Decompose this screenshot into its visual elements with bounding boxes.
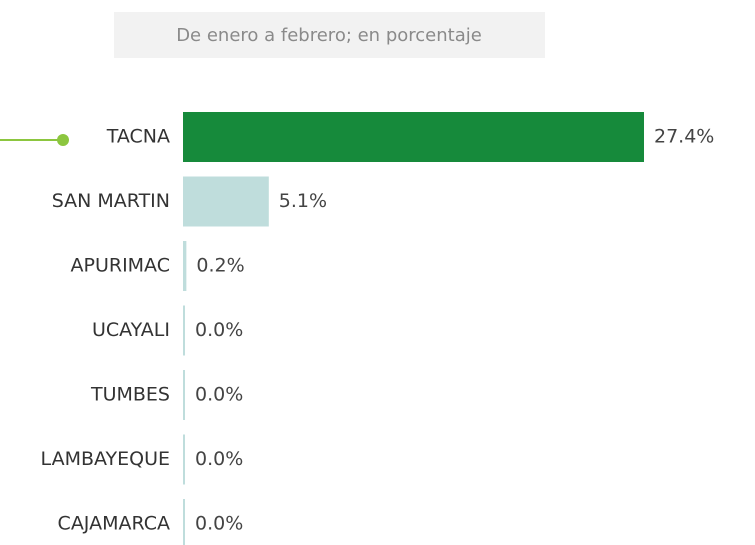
bar bbox=[183, 112, 644, 162]
bar bbox=[183, 305, 185, 356]
subtitle-box bbox=[114, 12, 545, 58]
category-label: TACNA bbox=[106, 126, 170, 148]
value-label: 5.1% bbox=[279, 190, 327, 212]
category-label: SAN MARTIN bbox=[52, 190, 170, 212]
chart-subtitle: De enero a febrero; en porcentaje bbox=[176, 25, 482, 46]
category-label: LAMBAYEQUE bbox=[41, 448, 170, 470]
value-label: 0.0% bbox=[195, 319, 243, 341]
value-label: 0.0% bbox=[195, 384, 243, 406]
highlight-dot bbox=[57, 134, 69, 146]
value-label: 27.4% bbox=[654, 126, 714, 148]
category-label: TUMBES bbox=[90, 384, 170, 406]
bar bbox=[183, 499, 185, 545]
value-label: 0.2% bbox=[196, 255, 244, 277]
bar bbox=[183, 176, 269, 227]
category-label: UCAYALI bbox=[92, 319, 170, 341]
value-label: 0.0% bbox=[195, 513, 243, 535]
bar bbox=[183, 241, 187, 291]
category-label: CAJAMARCA bbox=[58, 513, 170, 535]
bar bbox=[183, 370, 185, 420]
bar bbox=[183, 434, 185, 485]
category-label: APURIMAC bbox=[71, 255, 171, 277]
value-label: 0.0% bbox=[195, 448, 243, 470]
